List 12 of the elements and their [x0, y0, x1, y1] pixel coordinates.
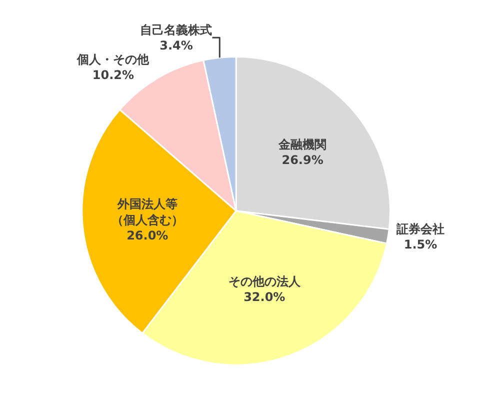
- slice-label: 外国法人等（個人含む）: [111, 197, 184, 227]
- slice-label: 個人・その他: [76, 52, 150, 66]
- data-label: 26.0%: [126, 228, 168, 242]
- data-label: 26.9%: [282, 153, 324, 168]
- slice-label: 証券会社: [395, 222, 444, 236]
- slice-label: 自己名義株式: [140, 22, 212, 37]
- data-label: 10.2%: [92, 68, 134, 82]
- data-label: 3.4%: [160, 38, 193, 52]
- slice-label: 金融機関: [278, 138, 327, 152]
- data-label: 32.0%: [244, 290, 286, 304]
- data-label: 1.5%: [404, 238, 438, 252]
- slice-label: その他の法人: [228, 274, 302, 288]
